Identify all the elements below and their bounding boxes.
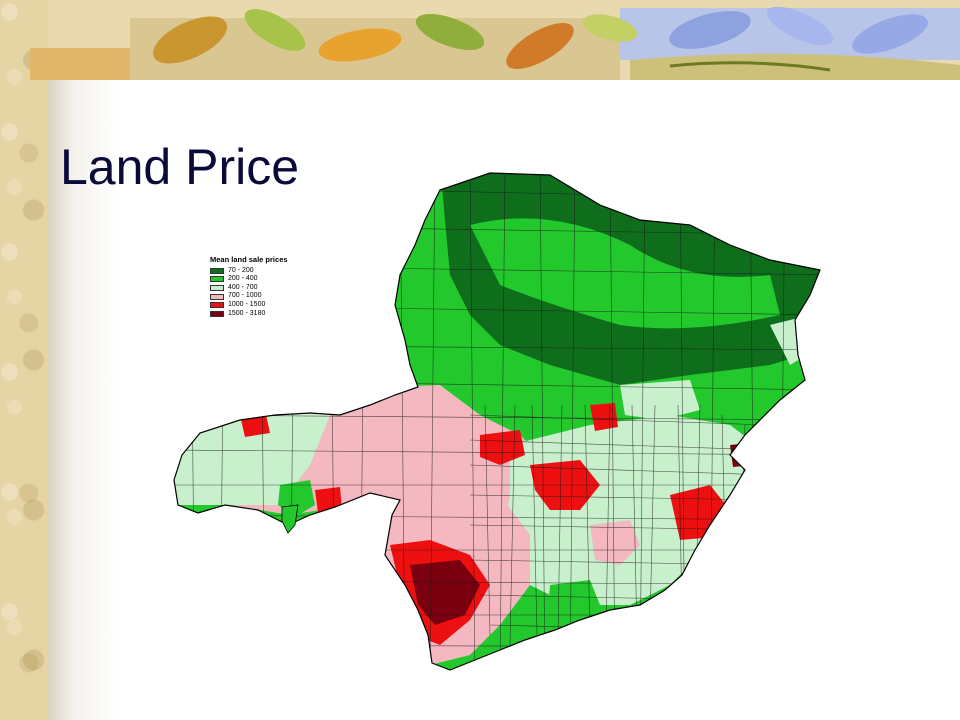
legend-item: 200 - 400	[210, 275, 312, 284]
map-regions	[174, 173, 820, 670]
legend-label: 200 - 400	[228, 275, 258, 283]
legend-title: Mean land sale prices	[210, 255, 288, 264]
legend-swatch	[210, 276, 224, 283]
legend-label: 70 - 200	[228, 266, 254, 274]
legend-swatch	[210, 302, 224, 309]
legend-label: 1000 - 1500	[228, 300, 266, 308]
legend-swatch	[210, 310, 224, 317]
legend-swatch	[210, 293, 224, 300]
page-title: Land Price	[60, 139, 300, 195]
decorative-left-strip	[0, 0, 48, 720]
land-price-map	[173, 172, 821, 671]
leaf-shape	[152, 6, 960, 80]
map-legend: Mean land sale prices 70 - 200 200 - 400…	[210, 255, 312, 319]
legend-label: 1500 - 3180	[228, 309, 266, 317]
legend-label: 700 - 1000	[228, 292, 262, 300]
legend-label: 400 - 700	[228, 283, 258, 291]
state-outline	[173, 172, 821, 671]
legend-item: 400 - 700	[210, 284, 312, 293]
legend-item: 700 - 1000	[210, 292, 312, 301]
legend-swatch	[210, 267, 224, 274]
map-tail-region	[281, 504, 299, 534]
legend-item: 1000 - 1500	[210, 301, 312, 310]
legend-item: 70 - 200	[210, 267, 312, 276]
legend-item: 1500 - 3180	[210, 310, 312, 319]
decorative-leaf-banner	[30, 6, 960, 80]
legend-swatch	[210, 285, 224, 292]
